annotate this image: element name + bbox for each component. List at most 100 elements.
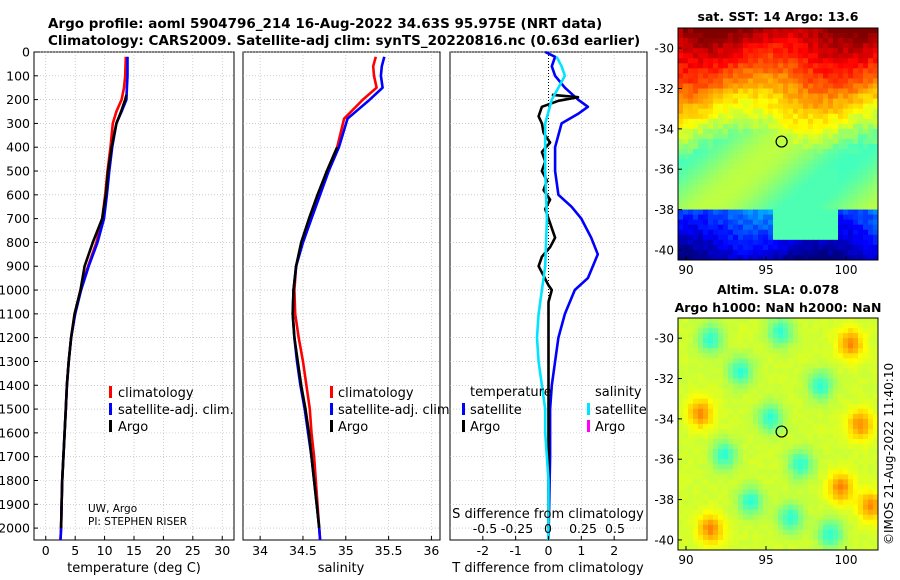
sla-cell [828,413,834,420]
sla-cell [813,403,819,410]
sla-cell [808,348,814,354]
sst-cell [813,103,819,110]
sst-cell [833,234,839,241]
sst-cell [848,164,854,170]
sla-map-title-1: Altim. SLA: 0.078 [717,282,839,297]
sla-cell [798,418,804,425]
sst-cell [868,108,874,115]
sst-cell [818,138,824,145]
sst-cell [688,159,694,165]
pi-label: PI: STEPHEN RISER [88,516,187,528]
sst-cell [743,73,749,79]
sst-cell [758,254,764,261]
sst-cell [718,159,724,165]
diff-legend-salinity-title: salinity [595,385,642,400]
sst-cell [758,184,764,190]
sst-cell [798,123,804,130]
sst-cell [758,48,764,54]
sla-cell [873,494,879,500]
sst-cell [818,93,824,100]
sst-cell [698,53,704,59]
sla-cell [763,509,769,516]
sst-cell [683,118,689,125]
sla-cell [798,489,804,495]
sla-cell [768,368,774,374]
sst-cell [728,234,734,241]
sst-cell [853,53,859,59]
sla-cell [818,539,824,546]
sst-cell [788,209,794,216]
sst-cell [808,189,814,195]
sst-cell [733,249,739,256]
sla-cell [788,328,794,334]
sla-cell [683,333,689,339]
sla-cell [828,534,834,541]
sla-cell [738,398,744,405]
sla-cell [723,353,729,359]
sst-cell [798,254,804,261]
sla-cell [718,539,724,546]
sst-cell [758,128,764,135]
x-tick-label: 10 [97,543,113,558]
sla-cell [843,418,849,425]
sla-cell [758,348,764,354]
sst-cell [693,118,699,125]
sst-cell [838,33,844,39]
sla-cell [773,434,779,440]
sst-cell [738,174,744,180]
sst-cell [813,58,819,64]
sst-cell [728,78,734,84]
temperature-x-ticks: 0 5 10 15 20 25 30 [42,536,230,558]
sla-cell [738,383,744,390]
sla-cell [738,479,744,485]
sla-cell [733,534,739,541]
sst-cell [833,123,839,130]
sla-cell [798,348,804,354]
sst-cell [853,128,859,135]
sla-cell [838,368,844,374]
sst-cell [798,73,804,79]
sst-cell [783,159,789,165]
sst-cell [723,169,729,175]
sla-cell [818,529,824,536]
sst-cell [713,194,719,200]
sla-cell [793,423,799,430]
sla-cell [868,519,874,526]
sla-cell [743,403,749,410]
sla-cell [738,338,744,344]
sla-cell [853,368,859,374]
sst-cell [683,138,689,145]
sla-cell [783,413,789,420]
sst-cell [723,249,729,256]
sla-cell [738,403,744,410]
sla-cell [728,534,734,541]
sst-cell [783,179,789,185]
sla-cell [828,504,834,511]
sst-cell [698,169,704,175]
sla-cell [768,338,774,344]
sst-cell [758,53,764,59]
sla-cell [838,323,844,329]
sla-cell [843,323,849,329]
sst-cell [678,234,684,241]
sla-cell [818,318,824,324]
sla-cell [863,504,869,511]
sst-cell [783,249,789,256]
sla-cell [843,333,849,339]
sla-cell [793,363,799,369]
sst-cell [843,149,849,155]
sla-cell [773,529,779,536]
sla-cell [718,328,724,334]
sst-cell [868,68,874,74]
sla-cell [753,524,759,531]
sla-cell [763,343,769,349]
sst-cell [753,149,759,155]
sst-cell [853,254,859,261]
sst-cell [868,83,874,89]
sst-cell [873,48,879,54]
sla-cell [868,403,874,410]
sst-cell [758,103,764,110]
sst-cell [863,63,869,69]
sst-cell [768,209,774,216]
sla-cell [763,499,769,506]
